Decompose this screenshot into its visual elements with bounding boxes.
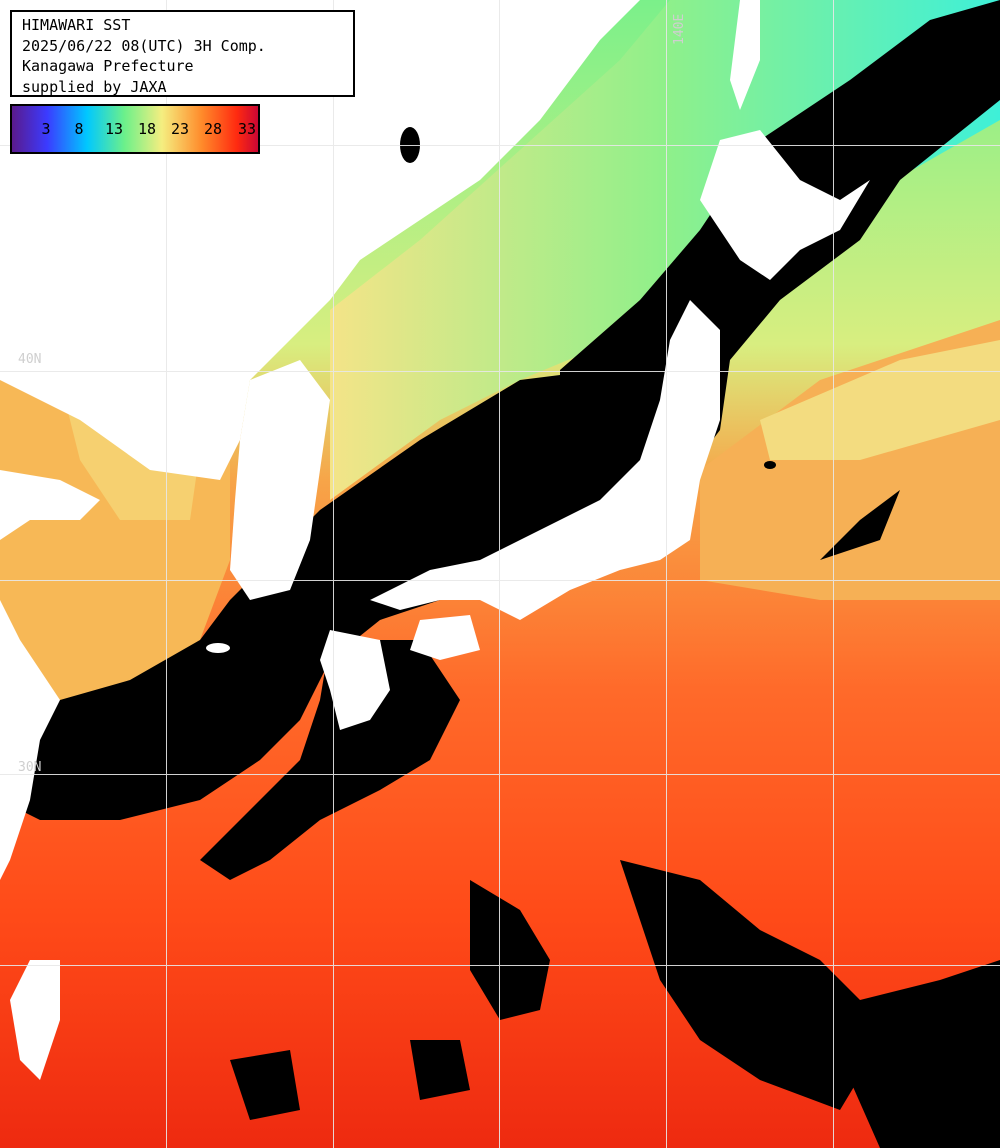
- scale-tick: 8: [74, 120, 84, 138]
- title-box: HIMAWARI SST 2025/06/22 08(UTC) 3H Comp.…: [10, 10, 355, 97]
- scale-tick: 3: [41, 120, 51, 138]
- title-product: HIMAWARI SST: [22, 16, 131, 34]
- color-scale-ticks: 3 8 13 18 23 28 33: [12, 120, 258, 140]
- scale-tick: 23: [170, 120, 190, 138]
- lon-140e-label: 140E: [672, 13, 687, 45]
- scale-tick: 18: [137, 120, 157, 138]
- title-supplier: supplied by JAXA: [22, 77, 167, 96]
- title-region: Kanagawa Prefecture: [22, 57, 194, 75]
- scale-tick: 28: [203, 120, 223, 138]
- color-scale: 3 8 13 18 23 28 33: [10, 104, 260, 154]
- title-datetime: 2025/06/22 08(UTC) 3H Comp.: [22, 36, 266, 55]
- scale-tick: 33: [237, 120, 257, 138]
- lat-30n-label: 30N: [18, 760, 42, 775]
- scale-tick: 13: [104, 120, 124, 138]
- pacific-east-cool: [760, 340, 1000, 460]
- lat-40n-label: 40N: [18, 352, 42, 367]
- color-scale-gradient: [12, 106, 258, 152]
